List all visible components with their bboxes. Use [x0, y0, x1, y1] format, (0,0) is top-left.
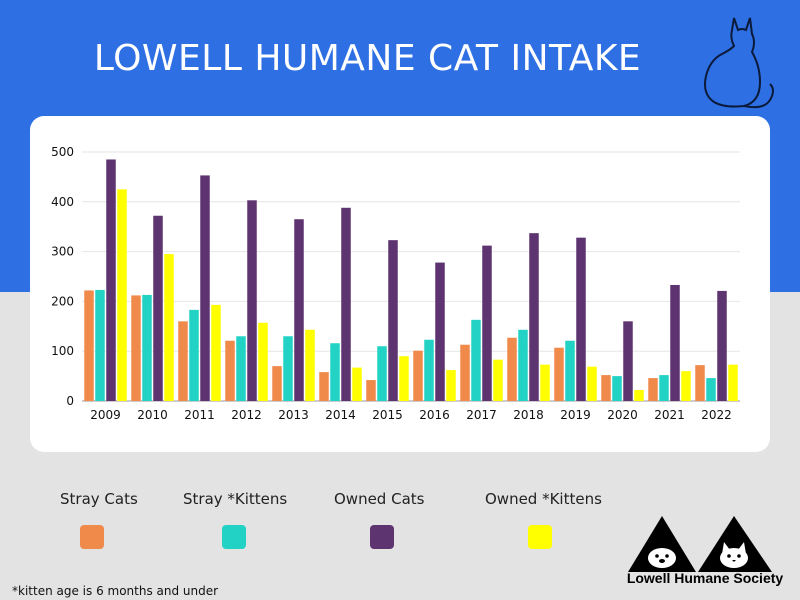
- bar-owned-kittens-2019: [587, 366, 597, 401]
- bar-owned-kittens-2022: [728, 364, 738, 401]
- bar-owned-kittens-2014: [352, 367, 362, 401]
- bar-owned-kittens-2020: [634, 390, 644, 401]
- bar-stray-cats-2018: [507, 337, 517, 401]
- bar-chart: 0 100 200 300 400 500 2009 2010 2011 2012 2013 2014…: [51, 145, 740, 422]
- bar-owned-cats-2012: [247, 200, 257, 401]
- bar-owned-cats-2016: [435, 262, 445, 401]
- bar-stray-kittens-2013: [283, 336, 293, 401]
- bar-owned-kittens-2017: [493, 359, 503, 401]
- bar-stray-kittens-2019: [565, 340, 575, 401]
- bar-stray-kittens-2012: [236, 336, 246, 401]
- footnote: *kitten age is 6 months and under: [12, 584, 219, 598]
- bar-owned-cats-2010: [153, 215, 163, 401]
- y-tick-label: 400: [51, 195, 74, 209]
- x-tick-label: 2019: [560, 408, 591, 422]
- bar-owned-kittens-2021: [681, 371, 691, 401]
- y-tick-label: 300: [51, 245, 74, 259]
- humane-society-logo: [628, 516, 772, 572]
- bar-owned-cats-2017: [482, 245, 492, 401]
- bar-stray-kittens-2009: [95, 289, 105, 401]
- bar-stray-cats-2013: [272, 366, 282, 401]
- bar-owned-cats-2013: [294, 219, 304, 401]
- x-tick-label: 2011: [184, 408, 215, 422]
- bar-stray-kittens-2021: [659, 375, 669, 401]
- x-tick-label: 2013: [278, 408, 309, 422]
- y-tick-label: 500: [51, 145, 74, 159]
- bar-stray-kittens-2015: [377, 346, 387, 401]
- bar-stray-cats-2016: [413, 350, 423, 401]
- x-tick-label: 2010: [137, 408, 168, 422]
- bar-stray-kittens-2011: [189, 309, 199, 401]
- bar-stray-cats-2021: [648, 378, 658, 401]
- x-tick-label: 2021: [654, 408, 685, 422]
- x-tick-label: 2020: [607, 408, 638, 422]
- y-tick-label: 200: [51, 294, 74, 308]
- bar-owned-kittens-2009: [117, 189, 127, 401]
- organization-name: Lowell Humane Society: [626, 570, 784, 586]
- x-tick-label: 2014: [325, 408, 356, 422]
- x-tick-label: 2022: [701, 408, 732, 422]
- bar-stray-kittens-2010: [142, 294, 152, 401]
- x-tick-label: 2009: [90, 408, 121, 422]
- bar-owned-cats-2019: [576, 237, 586, 401]
- x-tick-label: 2018: [513, 408, 544, 422]
- page-title: LOWELL HUMANE CAT INTAKE: [93, 38, 642, 79]
- bar-stray-cats-2015: [366, 380, 376, 401]
- bar-owned-cats-2021: [670, 284, 680, 401]
- x-tick-label: 2012: [231, 408, 262, 422]
- legend-label-stray-kittens: Stray *Kittens: [183, 490, 288, 508]
- bar-owned-cats-2015: [388, 240, 398, 401]
- bar-stray-kittens-2020: [612, 376, 622, 401]
- bar-owned-cats-2011: [200, 175, 210, 401]
- bar-owned-cats-2009: [106, 159, 116, 401]
- bar-stray-kittens-2014: [330, 343, 340, 401]
- bar-stray-kittens-2022: [706, 378, 716, 401]
- x-tick-label: 2015: [372, 408, 403, 422]
- bar-stray-kittens-2017: [471, 319, 481, 401]
- bar-owned-kittens-2011: [211, 304, 221, 401]
- bar-owned-cats-2020: [623, 321, 633, 401]
- bar-stray-cats-2009: [84, 290, 94, 401]
- bar-stray-kittens-2018: [518, 329, 528, 401]
- y-tick-label: 0: [66, 394, 74, 408]
- legend-swatch-owned-cats: [370, 525, 394, 549]
- bar-owned-kittens-2018: [540, 364, 550, 401]
- bar-stray-cats-2017: [460, 344, 470, 401]
- cat-silhouette-icon: [704, 17, 774, 109]
- bar-stray-cats-2010: [131, 295, 141, 401]
- legend-label-owned-cats: Owned Cats: [334, 490, 425, 508]
- x-tick-label: 2017: [466, 408, 497, 422]
- bar-owned-kittens-2015: [399, 356, 409, 401]
- cat-face-icon: [720, 548, 748, 568]
- legend-swatch-stray-cats: [80, 525, 104, 549]
- x-tick-label: 2016: [419, 408, 450, 422]
- bar-owned-cats-2018: [529, 233, 539, 401]
- dog-face-icon: [648, 548, 676, 568]
- bar-stray-cats-2022: [695, 365, 705, 401]
- bar-stray-cats-2019: [554, 347, 564, 401]
- legend-swatch-owned-kittens: [528, 525, 552, 549]
- bar-stray-cats-2020: [601, 375, 611, 401]
- bar-owned-kittens-2012: [258, 322, 268, 401]
- bar-owned-kittens-2016: [446, 370, 456, 401]
- bar-stray-cats-2014: [319, 372, 329, 401]
- bar-owned-cats-2014: [341, 207, 351, 401]
- bar-owned-kittens-2013: [305, 329, 315, 401]
- y-tick-label: 100: [51, 344, 74, 358]
- bar-stray-cats-2012: [225, 340, 235, 401]
- legend-swatch-stray-kittens: [222, 525, 246, 549]
- legend-label-stray-cats: Stray Cats: [60, 490, 138, 508]
- bar-stray-cats-2011: [178, 321, 188, 401]
- bar-owned-kittens-2010: [164, 254, 174, 401]
- bar-stray-kittens-2016: [424, 339, 434, 401]
- bar-owned-cats-2022: [717, 290, 727, 401]
- legend-label-owned-kittens: Owned *Kittens: [485, 490, 602, 508]
